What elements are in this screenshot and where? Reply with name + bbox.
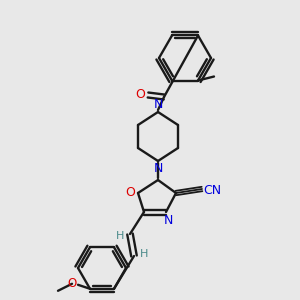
Text: O: O [135, 88, 145, 101]
Text: O: O [68, 277, 76, 290]
Text: CN: CN [203, 184, 221, 196]
Text: H: H [140, 249, 148, 259]
Text: N: N [163, 214, 173, 226]
Text: H: H [116, 231, 124, 241]
Text: N: N [153, 98, 163, 112]
Text: N: N [153, 161, 163, 175]
Text: O: O [125, 187, 135, 200]
